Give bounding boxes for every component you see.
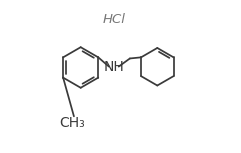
Text: NH: NH	[103, 60, 124, 75]
Text: HCl: HCl	[103, 13, 126, 26]
Text: CH₃: CH₃	[59, 116, 85, 130]
